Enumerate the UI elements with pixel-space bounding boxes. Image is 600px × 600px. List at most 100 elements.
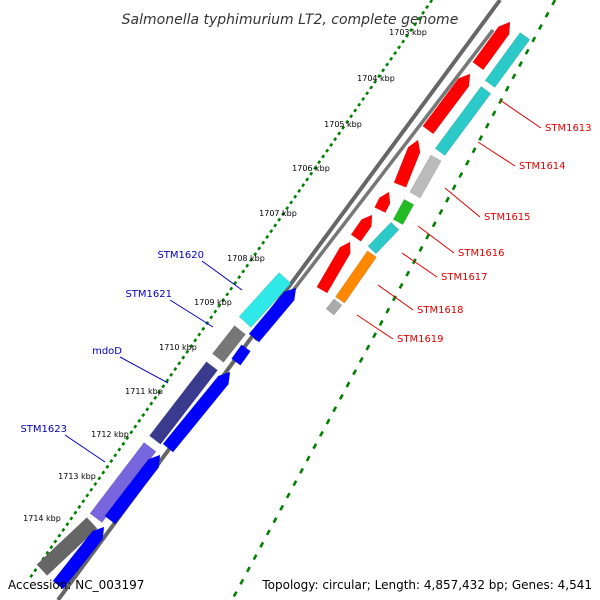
gc-dash xyxy=(329,142,334,148)
tick-label: 1703 kbp xyxy=(389,28,427,37)
leader-line xyxy=(499,99,542,129)
leader-line xyxy=(169,299,214,328)
accession-label: Accession: NC_003197 xyxy=(8,578,145,592)
gc-dash xyxy=(378,319,384,326)
map-title: Salmonella typhimurium LT2, complete gen… xyxy=(122,12,459,28)
gc-dash xyxy=(321,154,326,159)
gc-dash xyxy=(221,298,226,303)
leader-line xyxy=(356,314,394,340)
gc-dash xyxy=(491,110,497,117)
gc-dash xyxy=(281,211,286,216)
gc-dash xyxy=(177,361,182,366)
gc-dash xyxy=(101,470,106,475)
gc-dash xyxy=(458,171,464,179)
tick-label: 1704 kbp xyxy=(357,74,395,83)
gc-dash xyxy=(265,529,271,536)
gc-dash xyxy=(161,384,166,389)
gc-dash xyxy=(413,22,418,27)
tick-label: 1711 kbp xyxy=(125,387,163,396)
gc-dash xyxy=(245,263,250,268)
gene-labels: STM1613 STM1614 STM1615 STM1616 STM1617 STM16… xyxy=(20,99,592,463)
gc-dash xyxy=(389,56,394,61)
gc-dash xyxy=(418,245,424,253)
gc-dash xyxy=(305,455,311,462)
kbp-ticks: 1703 kbp 1704 kbp 1705 kbp 1706 kbp 1707 kbp… xyxy=(23,28,427,523)
gc-dash xyxy=(524,48,530,55)
gene-block-orange xyxy=(335,250,377,304)
leader-line xyxy=(477,141,516,167)
gc-dash xyxy=(53,539,58,544)
gc-dash xyxy=(478,134,484,142)
gc-dash xyxy=(409,27,414,33)
gc-dash xyxy=(73,510,78,515)
gc-dash xyxy=(299,467,304,474)
gc-dash xyxy=(451,184,457,191)
gc-dash xyxy=(357,102,362,107)
gc-dash xyxy=(121,441,126,446)
gc-dash xyxy=(153,395,158,400)
gc-dash xyxy=(233,280,238,285)
gc-dash xyxy=(239,578,245,585)
gene-block-reverse xyxy=(472,21,511,71)
gc-dash xyxy=(113,453,118,458)
tick-label: 1712 kbp xyxy=(91,430,129,439)
gene-block-purple xyxy=(89,442,157,523)
gc-dash xyxy=(65,522,70,527)
gc-dash xyxy=(292,480,298,487)
gc-dash xyxy=(391,295,397,302)
gc-dash xyxy=(325,148,330,153)
gc-dash xyxy=(293,194,298,199)
gc-dash xyxy=(157,390,162,395)
gc-dash xyxy=(89,487,94,492)
gc-dash xyxy=(181,355,186,360)
gene-label-stm1615: STM1615 xyxy=(484,212,531,223)
gc-dash xyxy=(518,61,523,68)
gc-dash xyxy=(361,96,366,102)
gc-dash xyxy=(544,11,550,18)
feature-track xyxy=(36,21,531,590)
gene-label-mdod: mdoD xyxy=(92,346,122,357)
gc-dash xyxy=(269,229,274,234)
gc-dash xyxy=(397,45,402,50)
gc-dash xyxy=(385,307,391,314)
gc-dash xyxy=(338,393,344,400)
gc-dash xyxy=(85,493,90,498)
gc-dash xyxy=(531,36,537,43)
gc-dash xyxy=(498,98,504,105)
gc-dash xyxy=(537,24,543,31)
gc-dash xyxy=(29,573,34,579)
gc-dash xyxy=(279,504,285,511)
gc-dash xyxy=(259,541,265,548)
gene-block-purple xyxy=(149,361,218,445)
gc-dash xyxy=(341,125,346,130)
gc-dash xyxy=(425,233,431,240)
gc-dash xyxy=(125,435,130,441)
gc-dash xyxy=(504,85,510,92)
gene-block-grey xyxy=(212,325,246,363)
gc-dash xyxy=(169,372,174,377)
gc-dash xyxy=(551,0,557,6)
gc-dash xyxy=(261,240,266,245)
gc-dash xyxy=(313,165,318,171)
gc-dash xyxy=(129,430,134,435)
gc-dash xyxy=(81,499,86,504)
gc-dash xyxy=(165,378,170,383)
gene-block-cyan xyxy=(434,86,492,156)
gc-dash xyxy=(61,527,66,533)
gc-dash xyxy=(277,217,282,222)
gc-dash xyxy=(438,208,444,216)
gc-dash xyxy=(484,122,490,129)
gene-label-stm1613: STM1613 xyxy=(545,123,592,134)
leader-line xyxy=(401,252,438,278)
tick-label: 1713 kbp xyxy=(58,472,96,481)
gc-dash xyxy=(232,591,238,598)
gc-dash xyxy=(245,566,251,573)
gc-dash xyxy=(425,5,430,10)
gene-label-stm1623: STM1623 xyxy=(20,424,67,435)
gc-dash xyxy=(249,257,254,262)
gc-dash xyxy=(149,401,154,406)
gc-dash xyxy=(93,481,98,487)
gc-dash xyxy=(312,443,318,450)
gc-dash xyxy=(33,568,38,573)
